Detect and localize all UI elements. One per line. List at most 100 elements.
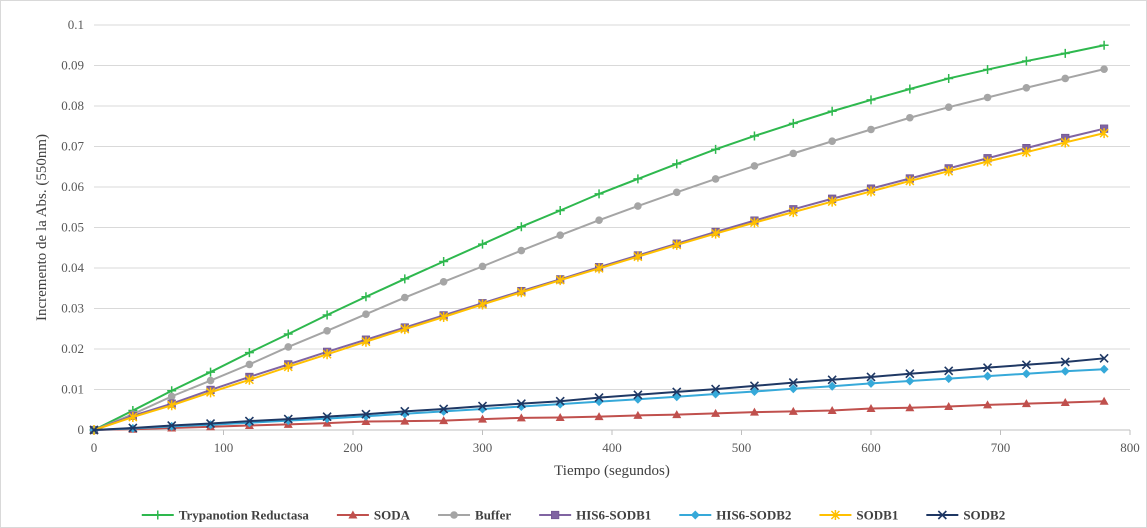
y-tick-label: 0.01 bbox=[61, 382, 84, 397]
series-line bbox=[93, 132, 1105, 431]
data-point bbox=[982, 363, 993, 373]
data-point bbox=[594, 189, 604, 199]
data-point bbox=[906, 113, 914, 122]
gridlines bbox=[94, 24, 1130, 390]
data-point bbox=[361, 409, 371, 419]
series-sodb2 bbox=[89, 353, 1109, 435]
series-trypanotion-reductasa bbox=[89, 40, 1109, 435]
data-point bbox=[478, 262, 487, 271]
data-point bbox=[167, 392, 176, 401]
data-point bbox=[167, 400, 177, 411]
data-point bbox=[283, 329, 293, 339]
legend-label: HIS6-SODB1 bbox=[576, 508, 651, 523]
x-tick-label: 0 bbox=[91, 440, 98, 455]
legend-item: Trypanotion Reductasa bbox=[141, 508, 310, 523]
data-point bbox=[1099, 364, 1109, 374]
y-tick-label: 0.04 bbox=[61, 260, 84, 275]
legend-item: SODA bbox=[336, 508, 411, 523]
data-point bbox=[89, 425, 99, 435]
data-point bbox=[866, 378, 876, 388]
x-tick-label: 600 bbox=[861, 440, 881, 455]
data-point bbox=[245, 360, 254, 369]
legend-label: Buffer bbox=[475, 508, 511, 523]
data-point bbox=[830, 510, 840, 520]
data-point bbox=[361, 416, 371, 425]
data-point bbox=[788, 378, 798, 388]
data-point bbox=[944, 103, 953, 112]
data-point bbox=[206, 387, 216, 398]
data-point bbox=[322, 412, 332, 422]
x-tick-label: 500 bbox=[732, 440, 752, 455]
x-tick-label: 800 bbox=[1120, 440, 1140, 455]
data-point bbox=[153, 510, 163, 520]
data-point bbox=[594, 412, 604, 421]
data-point bbox=[672, 239, 682, 250]
data-point bbox=[690, 510, 700, 520]
legend-item: SODB1 bbox=[819, 508, 898, 523]
data-point bbox=[1060, 366, 1070, 376]
tick-labels: 0 0.01 0.02 0.03 0.04 0.05 0.06 0.07 0.08 0.09 0.1… bbox=[61, 17, 1140, 455]
data-point bbox=[439, 257, 449, 267]
data-point bbox=[1021, 147, 1031, 158]
x-tick-label: 700 bbox=[991, 440, 1011, 455]
data-point bbox=[633, 390, 643, 400]
data-point bbox=[633, 394, 643, 404]
data-point bbox=[789, 149, 798, 158]
legend-label: SODB2 bbox=[963, 508, 1005, 523]
x-tick-label: 400 bbox=[602, 440, 622, 455]
data-point bbox=[749, 387, 759, 397]
data-point bbox=[516, 222, 526, 232]
y-axis-label: Incremento de la Abs. (550nm) bbox=[34, 134, 50, 321]
data-point bbox=[477, 401, 488, 411]
series-his6-sodb2 bbox=[89, 364, 1109, 435]
y-tick-label: 0.07 bbox=[61, 139, 84, 154]
x-tick-label: 100 bbox=[214, 440, 234, 455]
data-point bbox=[1021, 369, 1031, 379]
data-point bbox=[672, 387, 682, 397]
axes bbox=[93, 429, 1131, 435]
data-point bbox=[439, 312, 449, 323]
data-point bbox=[711, 144, 721, 154]
y-tick-label: 0.05 bbox=[61, 220, 84, 235]
legend-label: Trypanotion Reductasa bbox=[179, 508, 310, 523]
data-point bbox=[937, 510, 947, 520]
data-point bbox=[516, 413, 526, 422]
data-point bbox=[556, 231, 564, 239]
data-point bbox=[284, 343, 293, 351]
data-point bbox=[866, 186, 876, 197]
data-point bbox=[400, 416, 410, 425]
data-point bbox=[1099, 40, 1109, 50]
data-point bbox=[450, 511, 458, 519]
data-point bbox=[905, 369, 915, 379]
data-point bbox=[827, 375, 837, 385]
data-point bbox=[866, 95, 876, 105]
data-point bbox=[944, 366, 954, 376]
series-line bbox=[93, 44, 1105, 431]
legend-label: SODB1 bbox=[856, 508, 898, 523]
data-point bbox=[439, 416, 449, 425]
data-point bbox=[555, 205, 565, 215]
data-point bbox=[749, 407, 759, 416]
data-point bbox=[348, 510, 358, 519]
data-point bbox=[400, 324, 410, 335]
data-point bbox=[516, 287, 526, 298]
data-point bbox=[633, 174, 643, 184]
data-point bbox=[439, 277, 448, 286]
data-point bbox=[594, 263, 604, 274]
data-point bbox=[167, 420, 177, 431]
data-point bbox=[944, 73, 954, 83]
y-tick-label: 0.03 bbox=[61, 301, 84, 316]
data-point bbox=[788, 118, 798, 128]
x-axis-label: Tiempo (segundos) bbox=[554, 463, 670, 479]
data-point bbox=[323, 326, 331, 335]
data-point bbox=[905, 376, 915, 386]
data-point bbox=[128, 423, 138, 433]
data-point bbox=[1099, 128, 1109, 139]
data-point bbox=[827, 381, 837, 391]
data-point bbox=[478, 239, 487, 249]
data-point bbox=[711, 389, 721, 399]
data-point bbox=[361, 292, 371, 302]
series-group bbox=[89, 40, 1109, 435]
legend-item: SODB2 bbox=[926, 508, 1005, 523]
